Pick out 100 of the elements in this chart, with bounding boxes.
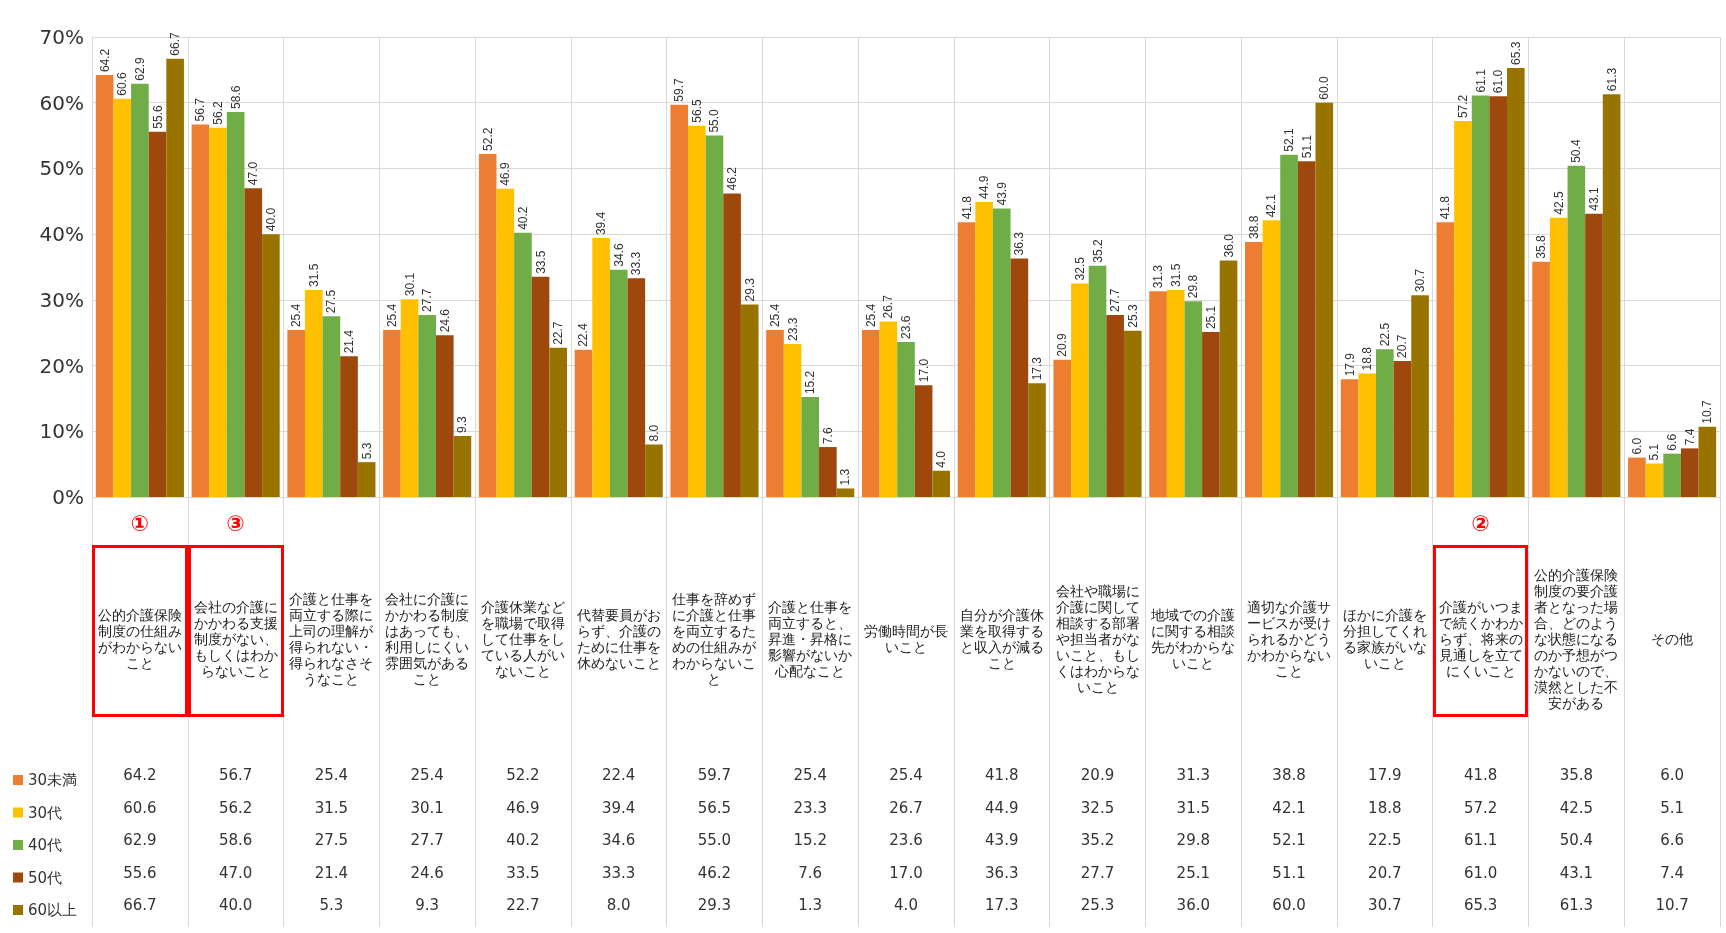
y-tick-label: 0% bbox=[52, 485, 84, 509]
y-tick-label: 10% bbox=[39, 419, 84, 444]
data-label: 38.8 bbox=[1272, 766, 1306, 784]
data-label: 60.6 bbox=[123, 798, 157, 817]
bar bbox=[262, 234, 280, 497]
data-label: 23.6 bbox=[889, 831, 923, 849]
text: 42.5 bbox=[1551, 191, 1566, 215]
text: 51.1 bbox=[1299, 134, 1314, 159]
bar bbox=[514, 232, 532, 497]
text: 52.1 bbox=[1282, 128, 1297, 152]
text: 66.7 bbox=[168, 32, 183, 56]
bar bbox=[897, 341, 915, 497]
bar bbox=[932, 470, 951, 497]
text: 33.5 bbox=[533, 250, 548, 274]
data-label: 25.4 bbox=[793, 766, 827, 784]
text: 60.6 bbox=[115, 72, 130, 96]
text: 23.6 bbox=[899, 315, 913, 339]
text: 1.3 bbox=[838, 468, 853, 486]
data-label: 24.6 bbox=[410, 863, 444, 882]
data-label: 62.9 bbox=[123, 831, 157, 849]
text: 44.9 bbox=[977, 175, 992, 199]
data-label: 51.1 bbox=[1272, 863, 1306, 882]
data-label: 20.7 bbox=[1368, 863, 1402, 882]
data-label: 32.5 bbox=[1080, 798, 1115, 817]
data-label: 41.8 bbox=[985, 766, 1019, 784]
bar bbox=[1028, 383, 1046, 497]
bar bbox=[1680, 448, 1699, 497]
text: 65.3 bbox=[1508, 41, 1523, 65]
data-label: 8.0 bbox=[606, 896, 631, 914]
legend-label: 30未満 bbox=[28, 771, 78, 789]
data-label: 25.4 bbox=[410, 766, 444, 784]
bar bbox=[670, 104, 689, 497]
bar bbox=[1663, 453, 1681, 497]
x-tick-label: 代替要員がおらず、介護のために仕事を休めないこと bbox=[575, 607, 661, 671]
y-tick-label: 30% bbox=[39, 287, 84, 312]
text: 6.0 bbox=[1629, 437, 1644, 455]
text: 27.5 bbox=[324, 289, 339, 314]
text: 7.6 bbox=[820, 427, 835, 445]
y-tick-label: 40% bbox=[39, 222, 84, 247]
bar bbox=[801, 397, 820, 497]
bar bbox=[1585, 213, 1603, 497]
data-label: 31.3 bbox=[1176, 766, 1210, 784]
category-label: 公的介護保険制度の要介護者となった場合、どのような状態になるのか予想がつかないので、漠然とした不安がある bbox=[1534, 567, 1619, 711]
text: 43.9 bbox=[994, 182, 1009, 206]
y-tick-label: 60% bbox=[39, 90, 84, 115]
data-label: 56.5 bbox=[697, 798, 732, 817]
data-label: 31.5 bbox=[1176, 798, 1210, 817]
text: 31.3 bbox=[1151, 264, 1166, 289]
data-label: 61.3 bbox=[1559, 896, 1594, 914]
bar bbox=[383, 330, 401, 497]
data-label: 4.0 bbox=[894, 896, 918, 914]
bar bbox=[1219, 260, 1238, 497]
bar bbox=[95, 75, 114, 497]
data-label: 7.6 bbox=[798, 863, 823, 882]
data-label: 44.9 bbox=[985, 798, 1019, 817]
bar bbox=[1184, 301, 1203, 497]
bar bbox=[574, 349, 593, 497]
x-tick-label: 仕事を辞めずに介護と仕事を両立するための仕組みがわからないこと bbox=[671, 591, 758, 687]
data-label: 43.1 bbox=[1559, 863, 1594, 882]
data-label: 25.4 bbox=[889, 766, 923, 784]
text: 25.4 bbox=[384, 303, 399, 328]
text: 64.2 bbox=[97, 48, 112, 73]
text: 30.1 bbox=[402, 272, 417, 297]
data-label: 26.7 bbox=[889, 798, 923, 817]
text: 39.4 bbox=[594, 211, 609, 236]
data-label: 6.0 bbox=[1660, 766, 1685, 784]
text: 25.4 bbox=[767, 303, 782, 328]
data-label: 42.1 bbox=[1272, 798, 1306, 817]
legend-label: 50代 bbox=[28, 868, 63, 887]
data-label: 66.7 bbox=[123, 896, 157, 914]
text: 58.6 bbox=[228, 85, 243, 109]
data-label: 65.3 bbox=[1463, 896, 1498, 914]
text: 6.6 bbox=[1665, 433, 1680, 451]
text: 23.3 bbox=[785, 317, 800, 341]
data-label: 25.3 bbox=[1080, 896, 1115, 914]
text: 10.7 bbox=[1700, 400, 1715, 424]
bar bbox=[191, 124, 210, 497]
text: 38.8 bbox=[1246, 215, 1261, 240]
text: 5.1 bbox=[1647, 443, 1662, 461]
data-label: 59.7 bbox=[697, 766, 732, 784]
x-tick-label: 労働時間が長いこと bbox=[864, 623, 948, 655]
data-label: 27.7 bbox=[410, 831, 444, 849]
bar bbox=[975, 201, 993, 497]
bar bbox=[1262, 220, 1281, 497]
bar bbox=[1053, 359, 1072, 497]
data-label: 29.8 bbox=[1176, 831, 1210, 849]
bar bbox=[400, 299, 419, 497]
text: 25.4 bbox=[289, 303, 304, 328]
data-label: 18.8 bbox=[1368, 798, 1402, 817]
text: 43.1 bbox=[1586, 187, 1601, 211]
data-label: 5.3 bbox=[319, 896, 344, 914]
text: 31.5 bbox=[306, 263, 321, 287]
bar bbox=[879, 321, 898, 497]
bar bbox=[549, 347, 567, 497]
data-label: 21.4 bbox=[314, 863, 349, 882]
text: 62.9 bbox=[132, 57, 147, 81]
text: 55.6 bbox=[150, 105, 165, 129]
text: 40.2 bbox=[515, 206, 530, 230]
text: 15.2 bbox=[803, 370, 818, 395]
bar bbox=[531, 276, 550, 497]
